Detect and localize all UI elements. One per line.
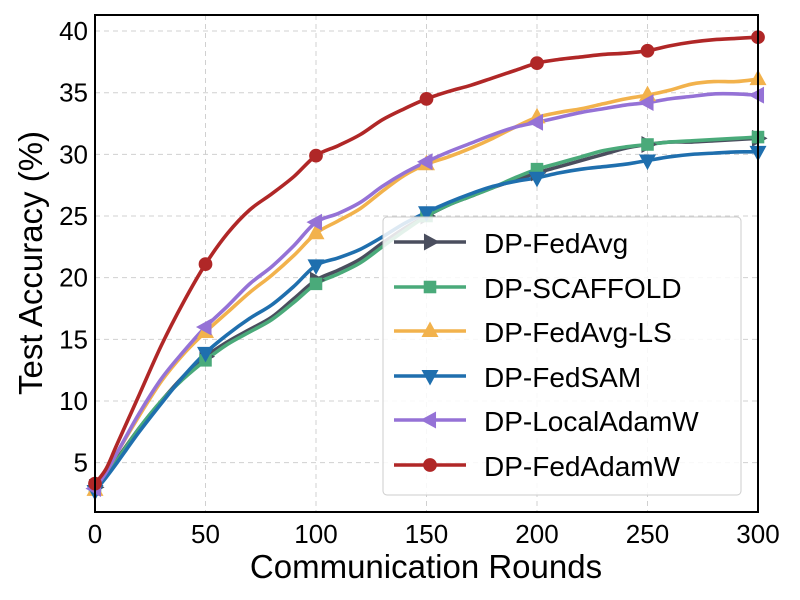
x-tick-label: 0 xyxy=(88,519,102,549)
data-point-dp-localadamw xyxy=(637,94,654,112)
legend-marker-dp-fedsam xyxy=(421,369,439,386)
data-point-dp-fedadamw xyxy=(309,148,323,163)
legend-label-dp-fedavg-ls: DP-FedAvg-LS xyxy=(484,317,672,348)
y-tick-label: 35 xyxy=(59,78,88,108)
y-tick-label: 30 xyxy=(59,139,88,169)
data-point-dp-fedsam xyxy=(418,206,435,222)
y-tick-label: 20 xyxy=(59,263,88,293)
legend-label-dp-localadamw: DP-LocalAdamW xyxy=(484,406,699,437)
data-point-dp-scaffold xyxy=(641,138,654,151)
data-point-dp-fedadamw xyxy=(419,91,434,106)
x-tick-label: 150 xyxy=(405,519,448,549)
legend-marker-dp-fedadamw xyxy=(423,458,437,472)
legend-marker-dp-scaffold xyxy=(423,280,437,294)
x-tick-label: 50 xyxy=(191,519,220,549)
data-point-dp-localadamw xyxy=(416,153,433,171)
legend-box xyxy=(382,216,742,496)
legend-label-dp-scaffold: DP-SCAFFOLD xyxy=(484,273,682,304)
data-point-dp-localadamw xyxy=(748,86,765,104)
x-tick-label: 250 xyxy=(626,519,669,549)
data-point-dp-fedsam xyxy=(307,259,325,275)
y-tick-label: 15 xyxy=(59,324,88,354)
y-tick-label: 25 xyxy=(59,201,88,231)
data-point-dp-fedadamw xyxy=(198,257,213,271)
x-axis-title: Communication Rounds xyxy=(250,548,602,585)
legend-label-dp-fedavg: DP-FedAvg xyxy=(484,228,628,259)
data-point-dp-fedsam xyxy=(197,346,214,363)
data-point-dp-fedadamw xyxy=(640,43,655,58)
y-tick-label: 10 xyxy=(59,386,88,416)
axis-ticks: 0 50 100 150 200 250 300 5 10 15 20 25 30 35 40 xyxy=(59,16,780,549)
x-tick-label: 100 xyxy=(294,519,337,549)
data-point-dp-scaffold xyxy=(309,277,323,291)
y-axis-title: Test Accuracy (%) xyxy=(12,131,49,395)
y-tick-label: 40 xyxy=(59,16,88,46)
data-point-dp-localadamw xyxy=(306,213,323,231)
legend-label-dp-fedsam: DP-FedSAM xyxy=(484,362,641,393)
data-point-dp-fedadamw xyxy=(530,56,544,70)
legend-marker-dp-fedavg xyxy=(423,233,440,251)
plot-frame xyxy=(94,14,759,513)
y-tick-label: 5 xyxy=(74,448,88,478)
legend-marker-dp-localadamw xyxy=(420,411,437,429)
data-point-dp-fedavg-ls xyxy=(307,223,325,240)
data-point-dp-fedsam xyxy=(639,154,656,171)
data-point-dp-localadamw xyxy=(195,318,212,336)
data-point-dp-fedsam xyxy=(528,171,546,188)
legend: DP-FedAvg DP-SCAFFOLD DP-FedAvg-LS DP-Fe… xyxy=(382,216,742,496)
legend-marker-dp-fedavg-ls xyxy=(421,321,439,338)
data-point-dp-localadamw xyxy=(527,113,544,131)
x-tick-label: 200 xyxy=(515,519,558,549)
legend-label-dp-fedadamw: DP-FedAdamW xyxy=(484,451,681,482)
x-tick-label: 300 xyxy=(736,519,779,549)
